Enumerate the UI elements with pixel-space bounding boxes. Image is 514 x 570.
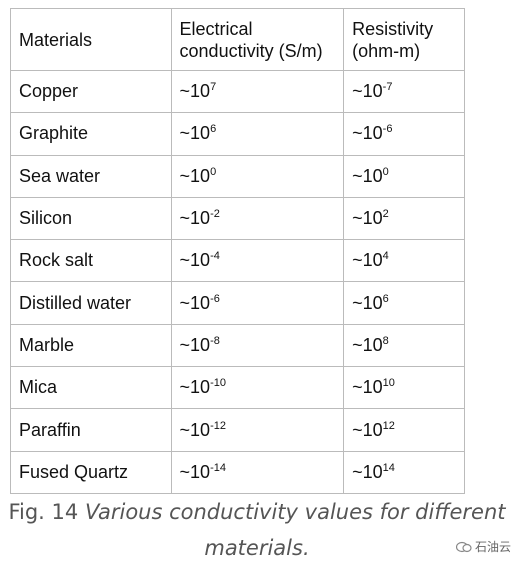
caption-text: Various conductivity values for differen… — [84, 500, 506, 560]
value-exponent: 8 — [382, 334, 389, 347]
table-row: Paraffin ~10-12 ~1012 — [10, 408, 465, 452]
value-exponent: -8 — [210, 334, 220, 347]
value-base: ~10 — [352, 208, 383, 229]
table-body: Copper ~107 ~10-7 Graphite ~106 ~10-6 Sea wate… — [10, 69, 465, 494]
value-base: ~10 — [179, 334, 211, 355]
material-cell: Sea water — [10, 154, 172, 198]
value-exponent: -14 — [210, 461, 226, 474]
value-exponent: -10 — [210, 377, 226, 390]
value-exponent: 2 — [382, 208, 389, 221]
value-cell: ~10-6 — [170, 281, 345, 325]
value-base: ~10 — [352, 334, 383, 355]
material-cell: Paraffin — [10, 408, 172, 452]
value-cell: ~106 — [170, 112, 345, 156]
value-exponent: -2 — [210, 208, 220, 221]
header-cell: Electrical conductivity (S/m) — [170, 8, 345, 71]
value-exponent: -7 — [382, 81, 393, 94]
value-exponent: 12 — [382, 419, 395, 432]
value-cell: ~10-14 — [170, 450, 345, 494]
value-base: ~10 — [352, 461, 383, 482]
value-cell: ~107 — [170, 69, 345, 114]
value-exponent: -12 — [210, 419, 226, 432]
value-cell: ~106 — [343, 281, 465, 325]
value-cell: ~104 — [343, 239, 465, 283]
value-cell: ~1010 — [343, 366, 465, 410]
value-base: ~10 — [352, 250, 383, 271]
value-cell: ~10-4 — [170, 239, 345, 283]
material-cell: Fused Quartz — [10, 450, 172, 494]
value-base: ~10 — [352, 377, 383, 398]
value-cell: ~10-12 — [170, 408, 345, 452]
value-cell: ~102 — [343, 196, 465, 241]
watermark-text: 石油云 — [475, 540, 512, 554]
value-base: ~10 — [179, 123, 211, 144]
table-row: Distilled water ~10-6 ~106 — [10, 281, 465, 325]
value-base: ~10 — [179, 250, 211, 271]
value-cell: ~10-7 — [343, 69, 465, 114]
value-cell: ~100 — [170, 154, 345, 198]
value-cell: ~108 — [343, 323, 465, 368]
caption: Fig. 14 Various conductivity values for … — [0, 494, 514, 566]
value-base: ~10 — [179, 165, 211, 186]
material-cell: Silicon — [10, 196, 172, 241]
value-exponent: -6 — [382, 123, 393, 136]
value-exponent: -4 — [210, 250, 220, 263]
value-cell: ~10-6 — [343, 112, 465, 156]
value-exponent: 14 — [382, 461, 395, 474]
value-base: ~10 — [352, 419, 383, 440]
value-base: ~10 — [179, 81, 211, 102]
value-base: ~10 — [179, 208, 211, 229]
watermark: 石油云 — [456, 538, 511, 555]
caption-label: Fig. 14 — [8, 500, 79, 524]
material-cell: Distilled water — [10, 281, 172, 325]
material-cell: Copper — [10, 69, 172, 114]
material-cell: Rock salt — [10, 239, 172, 283]
value-exponent: 7 — [210, 81, 217, 94]
value-exponent: 0 — [210, 165, 217, 178]
table-row: Marble ~10-8 ~108 — [10, 323, 465, 368]
value-exponent: 0 — [382, 165, 389, 178]
header-cell: Resistivity (ohm-m) — [343, 8, 465, 71]
header-row: Materials Electrical conductivity (S/m) Re… — [10, 8, 465, 71]
value-base: ~10 — [352, 292, 383, 313]
value-cell: ~1012 — [343, 408, 465, 452]
table-row: Mica ~10-10 ~1010 — [10, 366, 465, 410]
value-base: ~10 — [179, 419, 211, 440]
value-cell: ~10-10 — [170, 366, 345, 410]
value-exponent: -6 — [210, 292, 220, 305]
conductivity-table: Materials Electrical conductivity (S/m) Re… — [10, 8, 465, 494]
value-base: ~10 — [352, 165, 383, 186]
material-cell: Mica — [10, 366, 172, 410]
value-exponent: 4 — [382, 250, 389, 263]
value-base: ~10 — [352, 81, 383, 102]
value-base: ~10 — [179, 461, 211, 482]
material-cell: Marble — [10, 323, 172, 368]
value-cell: ~1014 — [343, 450, 465, 494]
value-exponent: 6 — [210, 123, 217, 136]
table-row: Silicon ~10-2 ~102 — [10, 196, 465, 241]
watermark-icon — [456, 541, 472, 552]
value-cell: ~10-8 — [170, 323, 345, 368]
table-row: Fused Quartz ~10-14 ~1014 — [10, 450, 465, 494]
value-base: ~10 — [179, 292, 211, 313]
value-exponent: 6 — [382, 292, 389, 305]
value-base: ~10 — [352, 123, 383, 144]
header-cell: Materials — [10, 8, 172, 71]
value-base: ~10 — [179, 377, 211, 398]
value-cell: ~10-2 — [170, 196, 345, 241]
material-cell: Graphite — [10, 112, 172, 156]
table-row: Copper ~107 ~10-7 — [10, 69, 465, 114]
value-cell: ~100 — [343, 154, 465, 198]
table-row: Graphite ~106 ~10-6 — [10, 112, 465, 156]
table-row: Sea water ~100 ~100 — [10, 154, 465, 198]
table-row: Rock salt ~10-4 ~104 — [10, 239, 465, 283]
value-exponent: 10 — [382, 377, 395, 390]
